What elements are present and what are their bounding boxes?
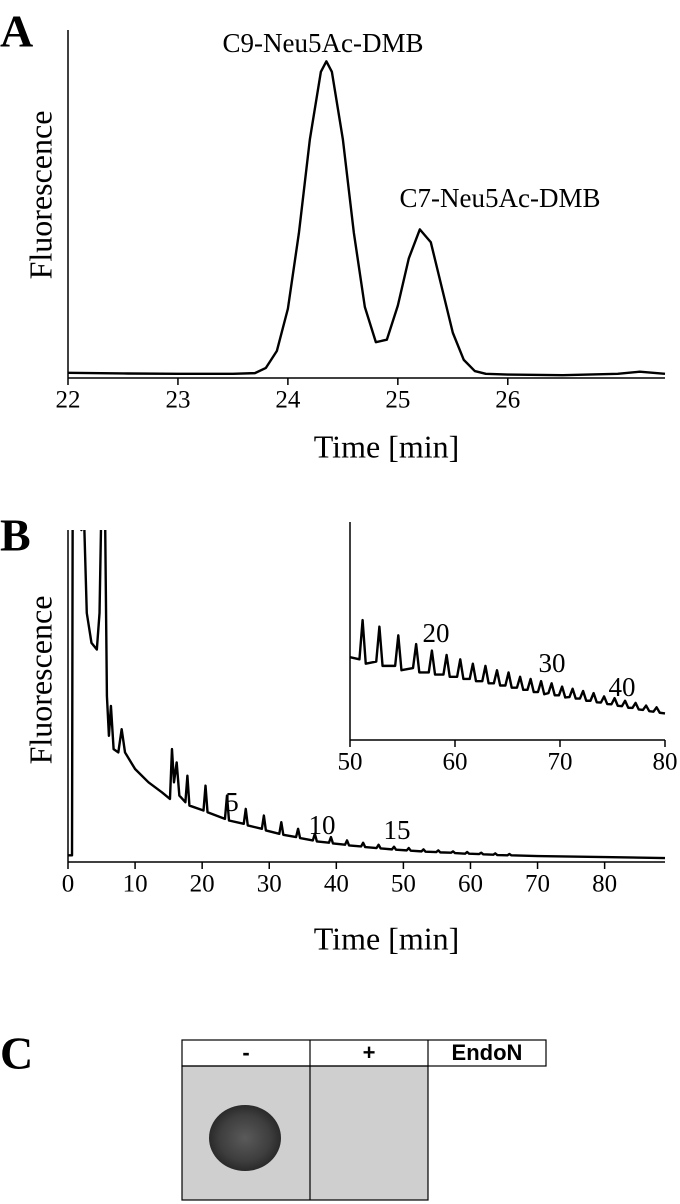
- dot-blot: - + EndoN C: [0, 1028, 547, 1201]
- panel-letter: A: [0, 6, 33, 57]
- annotation: C9-Neu5Ac-DMB: [223, 28, 424, 58]
- annotation: 10: [309, 810, 336, 840]
- panel-letter: C: [0, 1028, 33, 1079]
- x-tick-label: 25: [385, 387, 410, 414]
- x-tick-label: 60: [458, 871, 483, 898]
- column-header: +: [363, 1040, 376, 1065]
- x-tick-label: 24: [275, 387, 301, 414]
- trace: [349, 618, 666, 715]
- column-header: -: [242, 1040, 249, 1065]
- x-axis-label: Time [min]: [314, 920, 460, 956]
- x-tick-label: 70: [525, 871, 550, 898]
- treatment-label: EndoN: [452, 1040, 523, 1065]
- x-tick-label: 70: [548, 749, 573, 776]
- x-tick-label: 20: [190, 871, 215, 898]
- panel-letter: B: [0, 510, 31, 561]
- x-tick-label: 26: [495, 387, 520, 414]
- annotation: 20: [423, 618, 450, 648]
- x-tick-label: 30: [257, 871, 282, 898]
- x-tick-label: 23: [165, 387, 190, 414]
- x-tick-label: 40: [324, 871, 349, 898]
- y-axis-label: Fluorescence: [22, 111, 58, 280]
- annotation: 5: [225, 787, 239, 817]
- annotation: C7-Neu5Ac-DMB: [400, 183, 601, 213]
- trace: [68, 530, 666, 860]
- x-tick-label: 10: [123, 871, 148, 898]
- x-tick-label: 60: [443, 749, 468, 776]
- annotation: 15: [384, 815, 411, 845]
- x-axis-label: Time [min]: [314, 428, 460, 464]
- x-tick-label: 80: [592, 871, 617, 898]
- blot-border: [181, 1065, 429, 1201]
- annotation: 30: [539, 648, 566, 678]
- x-tick-label: 22: [56, 387, 81, 414]
- trace: [67, 60, 666, 377]
- blot-spot: [209, 1105, 281, 1171]
- x-tick-label: 0: [62, 871, 75, 898]
- x-tick-label: 50: [338, 749, 363, 776]
- y-axis-label: Fluorescence: [22, 596, 58, 765]
- annotation: 40: [609, 672, 636, 702]
- x-tick-label: 80: [653, 749, 678, 776]
- x-tick-label: 50: [391, 871, 416, 898]
- blot-header: [181, 1039, 547, 1067]
